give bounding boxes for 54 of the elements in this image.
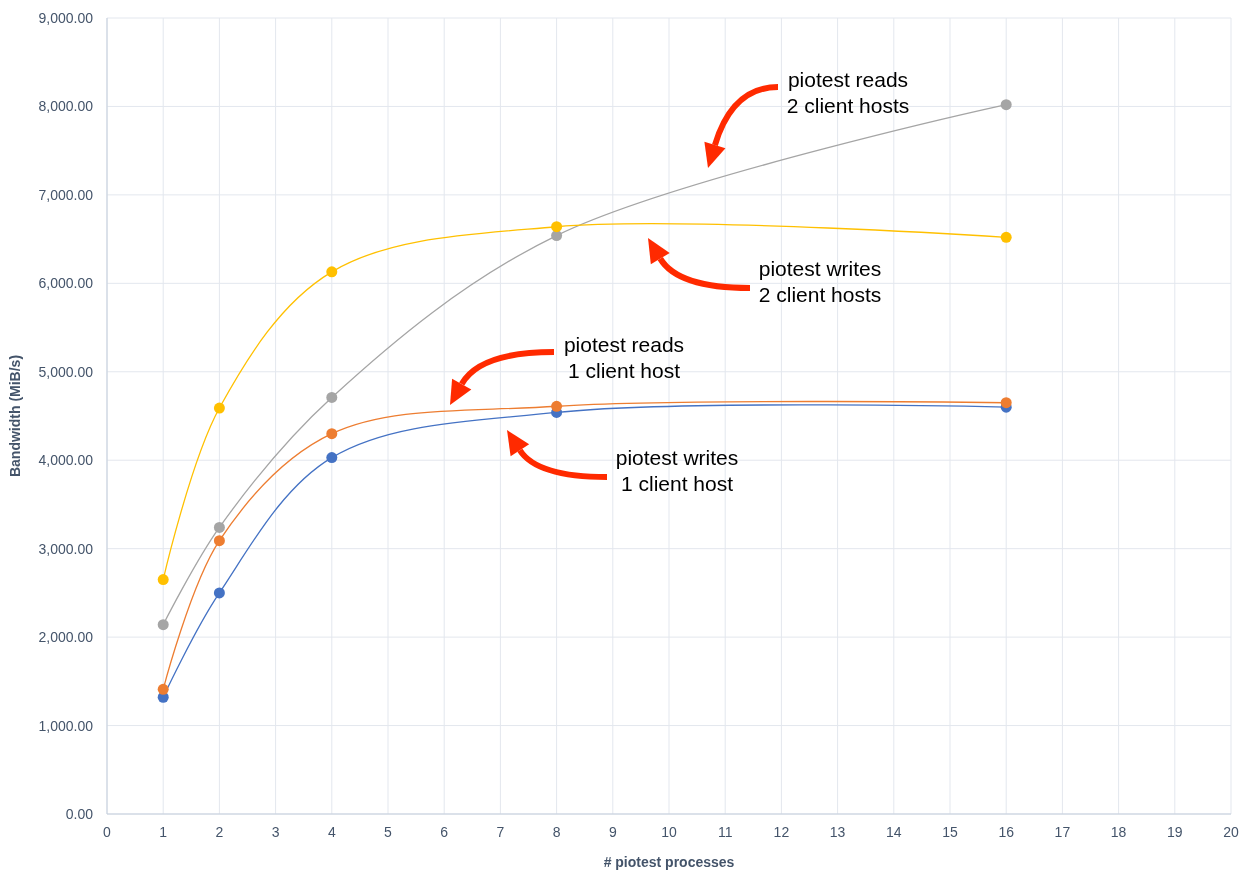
y-tick-label: 6,000.00 (38, 275, 94, 292)
x-tick-label: 0 (103, 824, 112, 840)
annotation: piotest reads 1 client host (563, 333, 685, 382)
point (157, 619, 169, 631)
x-tick-label: 14 (886, 824, 902, 840)
x-tick-label: 17 (1054, 824, 1071, 840)
x-tick-label: 20 (1223, 824, 1239, 840)
x-tick-label: 10 (661, 824, 677, 840)
point (157, 574, 169, 586)
x-tick-label: 9 (608, 824, 617, 840)
point (213, 521, 225, 533)
x-tick-label: 11 (717, 824, 733, 840)
x-tick-label: 7 (496, 824, 505, 840)
y-tick-label: 3,000.00 (38, 540, 94, 557)
x-tick-label: 1 (159, 824, 168, 840)
y-tick-label: 5,000.00 (38, 363, 94, 380)
y-tick-label: 4,000.00 (38, 452, 94, 469)
y-tick-label: 1,000.00 (38, 717, 94, 734)
x-tick-label: 18 (1110, 824, 1127, 840)
x-tick-label: 19 (1167, 824, 1183, 840)
x-tick-label: 8 (552, 824, 561, 840)
annotation: piotest reads 2 client hosts (786, 68, 910, 117)
point (213, 587, 225, 599)
x-tick-label: 16 (998, 824, 1015, 840)
y-tick-label: 8,000.00 (38, 98, 94, 115)
y-tick-label: 9,000.00 (38, 10, 94, 26)
x-tick-label: 2 (215, 824, 224, 840)
x-tick-label: 13 (829, 824, 846, 840)
y-axis-title: Bandwidth (MiB/s) (7, 354, 23, 478)
point (551, 221, 563, 233)
point (157, 683, 169, 695)
x-tick-label: 6 (440, 824, 449, 840)
point (326, 452, 338, 464)
point (1000, 231, 1012, 243)
x-tick-label: 12 (773, 824, 790, 840)
point (551, 230, 563, 242)
point (551, 400, 563, 412)
x-tick-label: 5 (384, 824, 393, 840)
point (213, 535, 225, 547)
point (213, 402, 225, 414)
x-axis-title: # piotest processes (603, 854, 735, 870)
annotation: piotest writes 1 client host (615, 446, 739, 495)
point (1000, 99, 1012, 111)
point (1000, 397, 1012, 409)
y-tick-label: 7,000.00 (38, 186, 94, 203)
point (326, 266, 338, 278)
x-tick-label: 4 (327, 824, 336, 840)
y-tick-label: 0.00 (65, 806, 94, 822)
y-tick-label: 2,000.00 (38, 629, 94, 646)
x-tick-label: 3 (271, 824, 280, 840)
point (326, 428, 338, 440)
annotation: piotest writes 2 client hosts (758, 257, 882, 306)
point (326, 391, 338, 403)
x-tick-label: 15 (942, 824, 958, 840)
